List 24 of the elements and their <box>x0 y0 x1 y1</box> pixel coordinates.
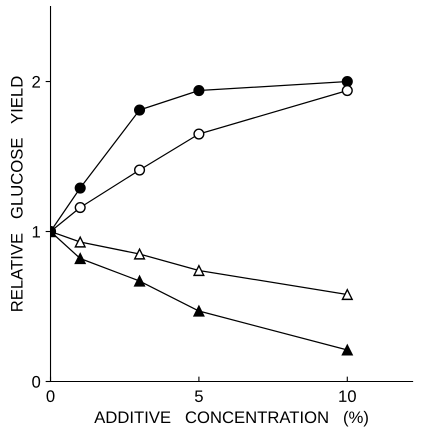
point <box>342 344 353 356</box>
point <box>193 305 204 317</box>
point <box>134 104 146 116</box>
point <box>342 84 353 96</box>
point <box>134 248 146 260</box>
point <box>193 264 204 276</box>
point <box>193 128 204 140</box>
point <box>342 288 353 300</box>
point <box>74 182 86 194</box>
point <box>134 164 146 176</box>
x-tick-label: 5 <box>194 390 203 402</box>
y-axis-title: RELATIVE GLUCOSE YIELD <box>10 76 23 311</box>
point <box>74 202 86 214</box>
x-tick-label: 10 <box>339 390 356 402</box>
x-tick-label: 0 <box>46 390 55 402</box>
point <box>193 84 204 96</box>
point <box>342 76 353 88</box>
point <box>74 252 86 264</box>
y-tick-label: 2 <box>32 76 40 88</box>
point <box>74 236 86 248</box>
y-tick-label: 0 <box>32 376 40 388</box>
x-axis-title: ADDITIVE CONCENTRATION (%) <box>94 410 368 426</box>
point <box>134 275 146 287</box>
y-tick-label: 1 <box>32 226 40 238</box>
